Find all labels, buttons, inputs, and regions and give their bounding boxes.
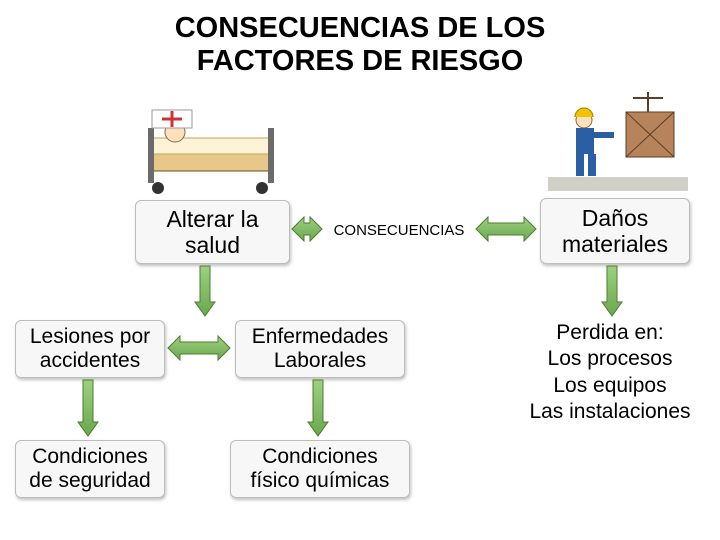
arrows-layer [0, 0, 720, 540]
